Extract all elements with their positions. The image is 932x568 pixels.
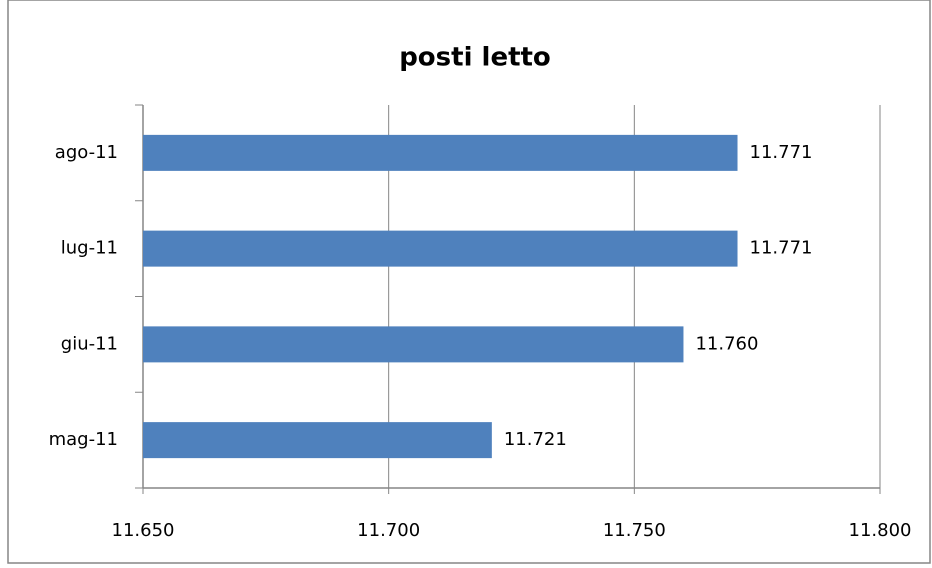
- data-label: 11.760: [695, 333, 758, 354]
- bar: [143, 134, 738, 171]
- data-label: 11.771: [750, 238, 813, 259]
- y-tick-label: ago-11: [55, 142, 118, 163]
- x-tick-label: 11.650: [112, 520, 175, 541]
- chart-title: posti letto: [399, 43, 551, 73]
- x-tick-label: 11.800: [849, 520, 912, 541]
- data-label: 11.771: [750, 142, 813, 163]
- x-tick-label: 11.750: [603, 520, 666, 541]
- x-tick-label: 11.700: [357, 520, 420, 541]
- bar: [143, 326, 684, 363]
- chart-frame: [7, 0, 931, 564]
- bar: [143, 230, 738, 267]
- y-tick-label: giu-11: [61, 333, 118, 354]
- y-tick-label: mag-11: [49, 429, 118, 450]
- data-label: 11.721: [504, 429, 567, 450]
- y-tick-label: lug-11: [61, 238, 118, 259]
- bar: [143, 422, 492, 459]
